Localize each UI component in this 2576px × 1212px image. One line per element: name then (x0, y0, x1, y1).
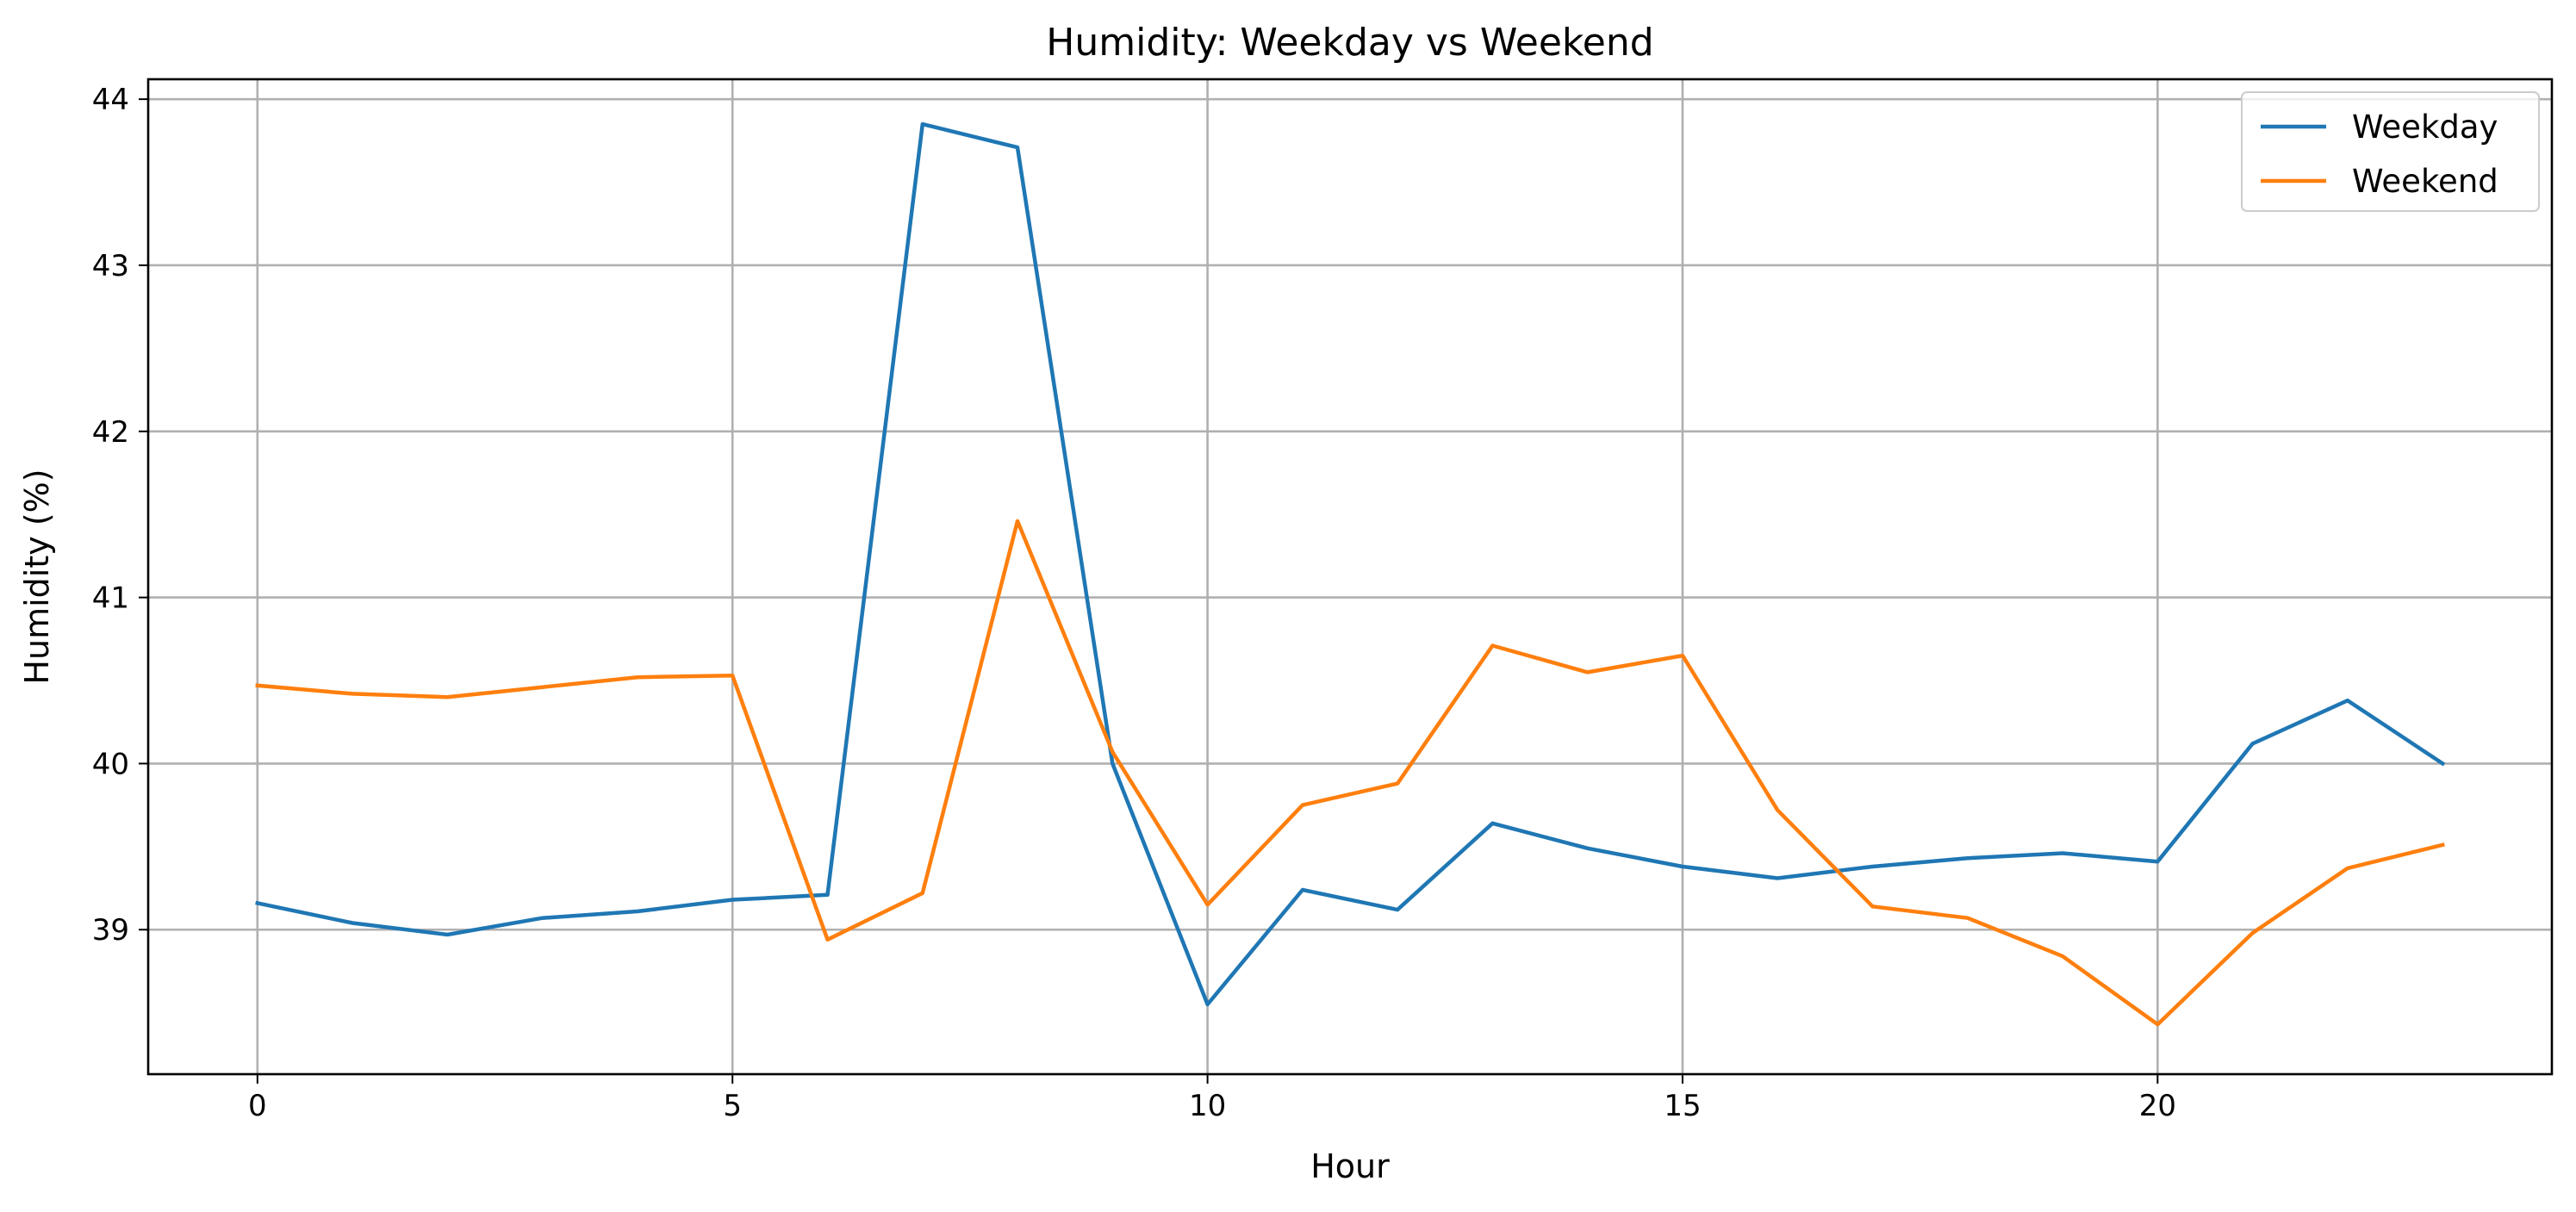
y-axis-title: Humidity (%) (18, 469, 56, 684)
x-tick-label: 10 (1189, 1089, 1226, 1123)
grid-layer (148, 79, 2552, 1074)
x-tick-label: 5 (723, 1089, 742, 1123)
y-tick-label: 40 (92, 747, 129, 781)
y-tick-label: 41 (92, 581, 129, 616)
y-tick-label: 42 (92, 415, 129, 450)
legend-label-weekend: Weekend (2352, 163, 2498, 200)
y-tick-label: 43 (92, 249, 129, 283)
x-tick-label: 0 (248, 1089, 267, 1123)
x-tick-label: 15 (1664, 1089, 1701, 1123)
y-tick-label: 39 (92, 913, 129, 948)
legend: Weekday Weekend (2241, 91, 2540, 212)
legend-label-weekday: Weekday (2352, 109, 2498, 146)
series-line-weekday (255, 121, 2446, 1007)
plot-frame (146, 78, 2554, 1076)
chart-title: Humidity: Weekday vs Weekend (1046, 21, 1653, 65)
series-layer (255, 121, 2446, 1027)
y-tick-label: 44 (92, 83, 129, 117)
x-tick-label: 20 (2139, 1089, 2176, 1123)
series-line-weekend (255, 519, 2445, 1027)
tick-layer: 0 5 10 15 20 39 40 41 42 43 44 (92, 83, 2176, 1123)
x-axis-title: Hour (1310, 1147, 1390, 1185)
